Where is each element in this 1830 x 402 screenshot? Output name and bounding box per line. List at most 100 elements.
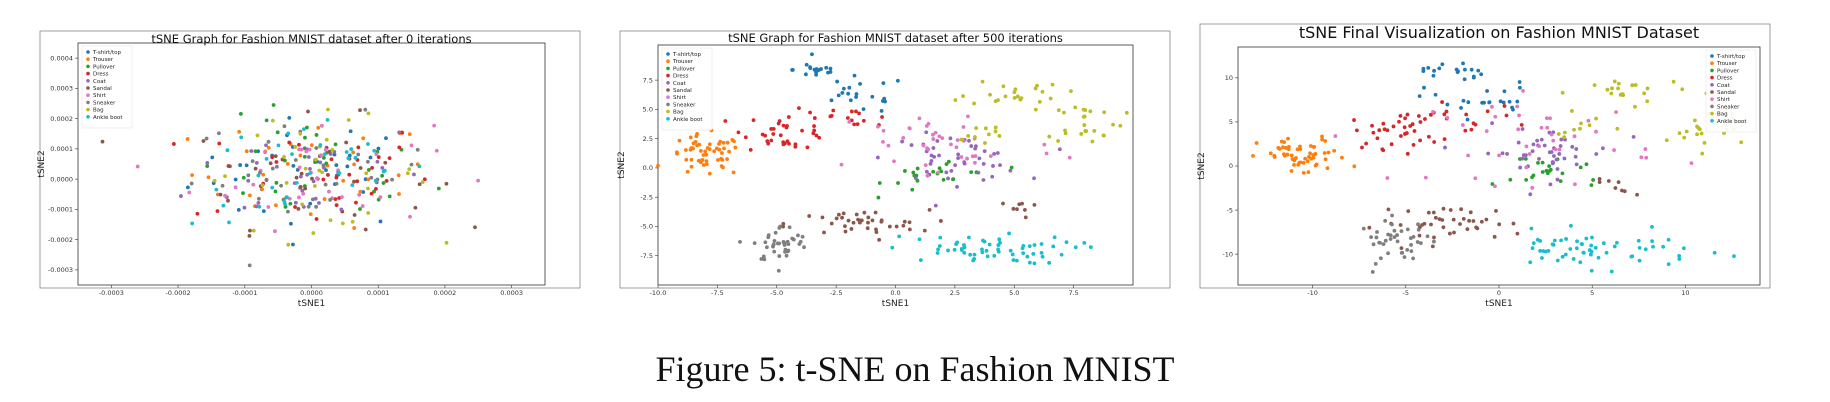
point-shirt bbox=[434, 148, 439, 153]
y-tick-label: -5 bbox=[1227, 206, 1233, 214]
point-dress bbox=[369, 191, 374, 196]
point-coat bbox=[937, 153, 941, 158]
y-tick-label: -2.5 bbox=[640, 193, 653, 201]
point-pullover bbox=[1524, 177, 1529, 182]
point-pullover bbox=[321, 155, 326, 160]
point-coat bbox=[935, 139, 940, 143]
point-shirt bbox=[319, 123, 324, 128]
point-trouser bbox=[674, 150, 679, 155]
point-bag bbox=[974, 126, 979, 130]
point-sandal bbox=[1606, 179, 1611, 183]
point-sneaker bbox=[369, 175, 374, 180]
point-bag bbox=[1560, 90, 1565, 95]
point-sneaker bbox=[286, 209, 290, 214]
point-sandal bbox=[1458, 222, 1462, 226]
point-pullover bbox=[1591, 178, 1596, 182]
x-tick-label: 0.0 bbox=[890, 289, 900, 297]
point-t-shirt-top bbox=[368, 155, 373, 160]
point-dress bbox=[854, 109, 858, 114]
point-coat bbox=[949, 169, 954, 173]
point-pullover bbox=[1540, 160, 1545, 165]
point-ankle-boot bbox=[1007, 231, 1011, 236]
point-ankle-boot bbox=[968, 252, 973, 257]
point-t-shirt-top bbox=[1479, 72, 1484, 77]
point-sneaker bbox=[1405, 247, 1410, 252]
point-coat bbox=[1528, 192, 1533, 197]
point-dress bbox=[880, 115, 884, 119]
point-sneaker bbox=[772, 249, 777, 254]
point-shirt bbox=[961, 125, 966, 129]
point-t-shirt-top bbox=[814, 70, 818, 74]
point-sandal bbox=[299, 171, 304, 176]
point-shirt bbox=[1067, 155, 1072, 160]
point-dress bbox=[1471, 121, 1476, 126]
point-coat bbox=[1594, 152, 1599, 156]
point-coat bbox=[981, 162, 986, 166]
point-ankle-boot bbox=[225, 148, 230, 153]
point-shirt bbox=[1544, 116, 1549, 121]
point-shirt bbox=[307, 147, 312, 152]
point-coat bbox=[375, 159, 380, 164]
legend-label: Trouser bbox=[672, 59, 694, 65]
point-ankle-boot bbox=[946, 248, 950, 253]
point-ankle-boot bbox=[270, 185, 275, 190]
point-t-shirt-top bbox=[1462, 77, 1467, 82]
point-t-shirt-top bbox=[828, 66, 833, 71]
point-dress bbox=[1411, 143, 1416, 147]
point-sandal bbox=[1441, 206, 1446, 211]
point-dress bbox=[771, 132, 776, 136]
point-bag bbox=[980, 79, 985, 84]
point-t-shirt-top bbox=[376, 146, 381, 151]
point-t-shirt-top bbox=[1459, 106, 1463, 110]
point-trouser bbox=[1340, 155, 1344, 160]
point-coat bbox=[913, 176, 918, 181]
point-dress bbox=[384, 178, 389, 183]
point-dress bbox=[1412, 129, 1417, 133]
point-dress bbox=[1355, 128, 1359, 133]
point-sandal bbox=[268, 161, 273, 166]
point-ankle-boot bbox=[1059, 252, 1064, 257]
point-sandal bbox=[1448, 208, 1453, 212]
point-bag bbox=[1645, 99, 1650, 104]
point-bag bbox=[1013, 87, 1018, 92]
point-shirt bbox=[1643, 147, 1648, 151]
x-axis-label: tSNE1 bbox=[1485, 299, 1512, 309]
point-shirt bbox=[926, 147, 931, 152]
point-coat bbox=[298, 174, 303, 179]
point-coat bbox=[992, 151, 996, 156]
x-tick-label: -2.5 bbox=[830, 289, 843, 297]
point-dress bbox=[1380, 147, 1385, 152]
point-shirt bbox=[1431, 109, 1435, 114]
point-ankle-boot bbox=[1528, 260, 1533, 265]
point-bag bbox=[959, 137, 964, 142]
y-tick-label: 0.0004 bbox=[50, 54, 73, 62]
point-ankle-boot bbox=[344, 150, 349, 154]
chart-title: tSNE Final Visualization on Fashion MNIS… bbox=[1299, 23, 1699, 42]
legend-label: Shirt bbox=[93, 93, 107, 99]
point-shirt bbox=[409, 143, 414, 148]
point-dress bbox=[1432, 140, 1437, 144]
point-bag bbox=[1609, 91, 1614, 96]
point-trouser bbox=[1290, 157, 1295, 161]
point-t-shirt-top bbox=[1432, 68, 1436, 73]
point-dress bbox=[797, 106, 801, 111]
point-pullover bbox=[241, 175, 246, 180]
point-trouser bbox=[704, 159, 709, 164]
plot-area bbox=[657, 44, 1134, 286]
point-shirt bbox=[1545, 125, 1550, 130]
point-sneaker bbox=[1409, 249, 1414, 254]
point-coat bbox=[380, 165, 385, 170]
point-dress bbox=[397, 145, 402, 150]
point-trouser bbox=[273, 203, 278, 208]
legend-marker bbox=[1710, 111, 1714, 116]
point-shirt bbox=[1460, 123, 1465, 127]
point-bag bbox=[366, 211, 371, 215]
point-sandal bbox=[298, 184, 303, 189]
legend-label: Sneaker bbox=[1717, 104, 1740, 110]
point-dress bbox=[1504, 113, 1509, 118]
point-coat bbox=[956, 156, 960, 161]
point-sneaker bbox=[258, 170, 262, 175]
point-t-shirt-top bbox=[1426, 65, 1431, 70]
point-ankle-boot bbox=[937, 244, 942, 248]
point-trouser bbox=[683, 148, 688, 152]
